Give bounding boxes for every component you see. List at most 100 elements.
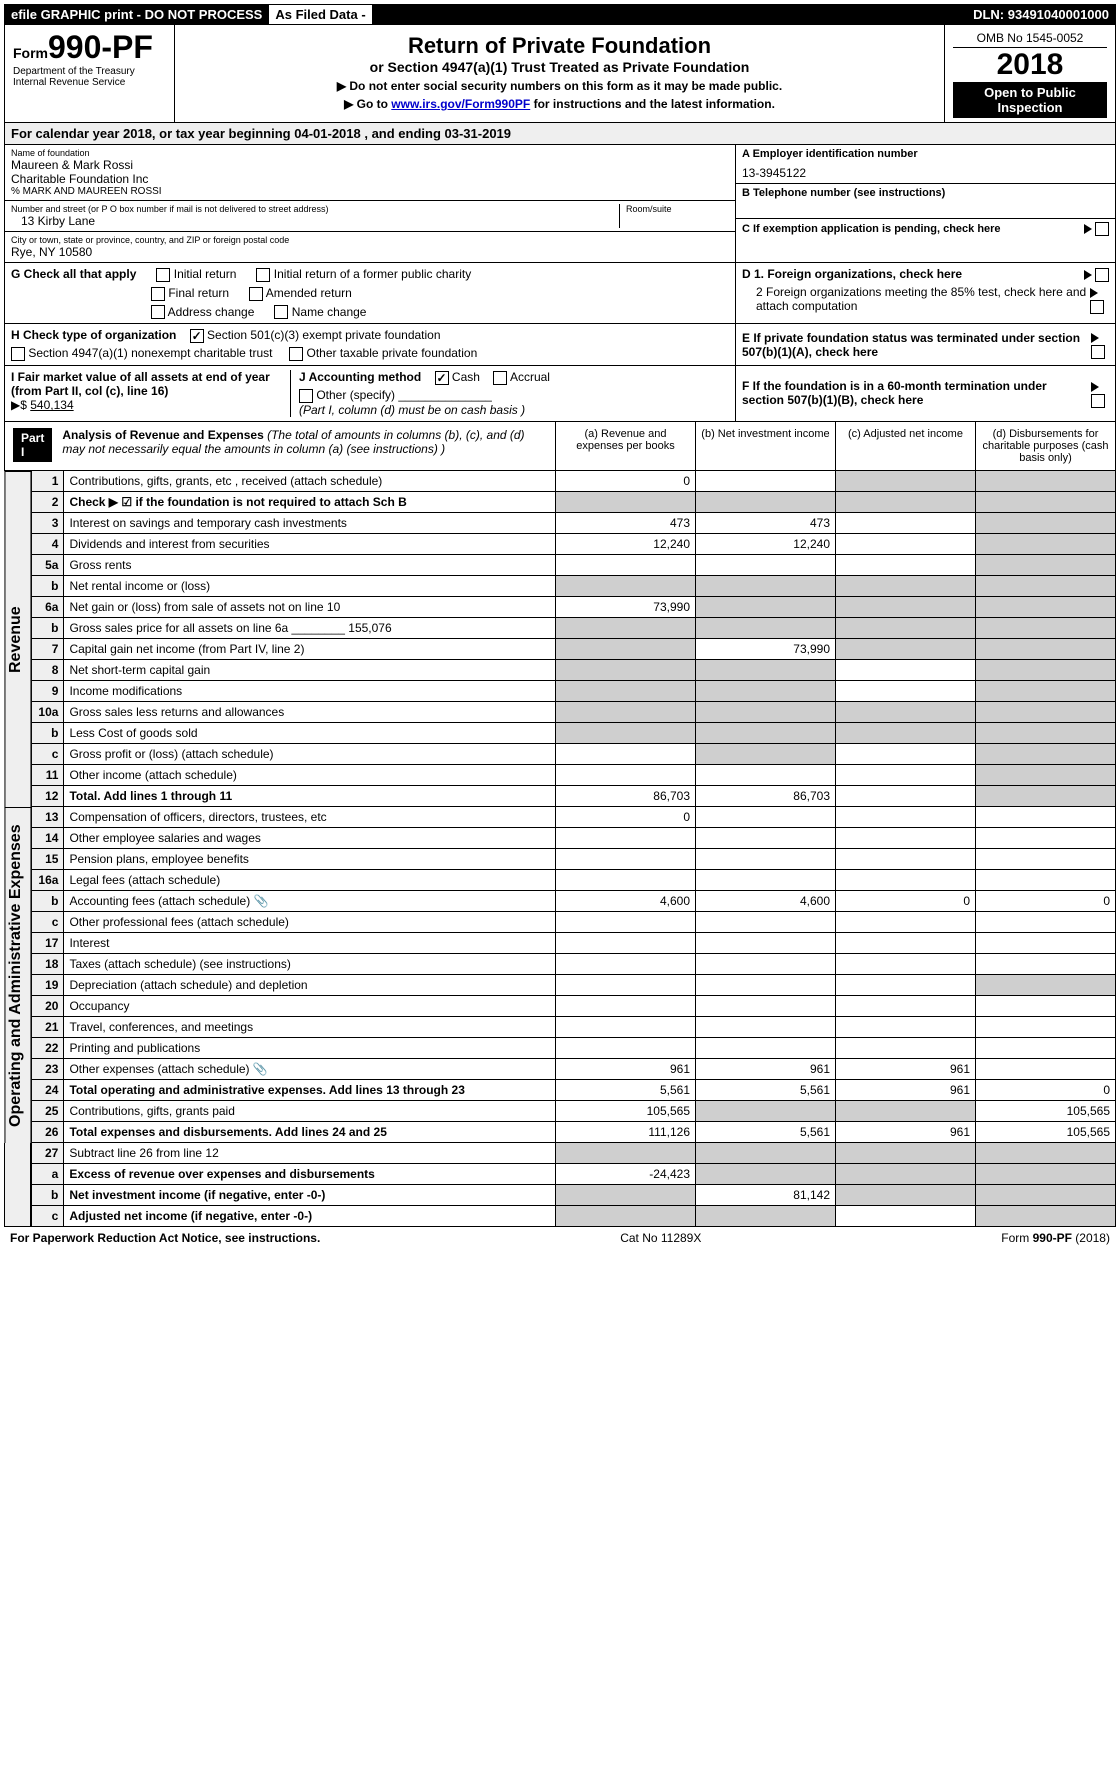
amount-cell [696, 554, 836, 575]
checkbox-e[interactable] [1091, 345, 1105, 359]
table-row: 25Contributions, gifts, grants paid105,5… [32, 1100, 1116, 1121]
checkbox-d1[interactable] [1095, 268, 1109, 282]
line-description: Other expenses (attach schedule) 📎 [64, 1058, 556, 1079]
irs-link[interactable]: www.irs.gov/Form990PF [391, 97, 530, 111]
line-number: 21 [32, 1016, 64, 1037]
amount-cell [556, 701, 696, 722]
line-description: Gross rents [64, 554, 556, 575]
table-row: 6aNet gain or (loss) from sale of assets… [32, 596, 1116, 617]
amount-cell [556, 932, 696, 953]
checkbox-c[interactable] [1095, 222, 1109, 236]
amount-cell [836, 659, 976, 680]
line-description: Gross profit or (loss) (attach schedule) [64, 743, 556, 764]
omb-number: OMB No 1545-0052 [953, 29, 1107, 48]
line-description: Adjusted net income (if negative, enter … [64, 1205, 556, 1226]
section-h-e: H Check type of organization ✓ Section 5… [4, 324, 1116, 366]
line-description: Net rental income or (loss) [64, 575, 556, 596]
amount-cell [696, 1205, 836, 1226]
checkbox-501c3[interactable]: ✓ [190, 329, 204, 343]
line-number: a [32, 1163, 64, 1184]
col-a-hdr: (a) Revenue and expenses per books [555, 422, 695, 470]
amount-cell [976, 1016, 1116, 1037]
table-row: cOther professional fees (attach schedul… [32, 911, 1116, 932]
line-number: 7 [32, 638, 64, 659]
form-top: Form990-PF Department of the Treasury In… [4, 25, 1116, 123]
line-description: Gross sales less returns and allowances [64, 701, 556, 722]
checkbox-f[interactable] [1091, 394, 1105, 408]
dept-irs: Internal Revenue Service [13, 77, 166, 88]
line-description: Compensation of officers, directors, tru… [64, 807, 556, 828]
col-c-hdr: (c) Adjusted net income [835, 422, 975, 470]
form-right: OMB No 1545-0052 2018 Open to Public Ins… [945, 25, 1115, 122]
checkbox-4947[interactable] [11, 347, 25, 361]
amount-cell [696, 1100, 836, 1121]
checkbox-addrchange[interactable] [151, 305, 165, 319]
amount-cell [836, 701, 976, 722]
amount-cell [976, 764, 1116, 785]
amount-cell [836, 722, 976, 743]
amount-cell: 473 [696, 512, 836, 533]
checkbox-final[interactable] [151, 287, 165, 301]
form-number: Form990-PF [13, 29, 166, 66]
line-description: Other income (attach schedule) [64, 764, 556, 785]
checkbox-initial-former[interactable] [256, 268, 270, 282]
table-row: 3Interest on savings and temporary cash … [32, 512, 1116, 533]
amount-cell [556, 743, 696, 764]
amount-cell [836, 596, 976, 617]
arrow-icon [1091, 382, 1099, 392]
arrow-icon [1084, 224, 1092, 234]
amount-cell [556, 1143, 696, 1164]
line-description: Gross sales price for all assets on line… [64, 617, 556, 638]
amount-cell: 5,561 [696, 1079, 836, 1100]
table-row: 8Net short-term capital gain [32, 659, 1116, 680]
line-description: Total expenses and disbursements. Add li… [64, 1121, 556, 1142]
form-warn2: ▶ Go to www.irs.gov/Form990PF for instru… [183, 97, 936, 111]
amount-cell [976, 974, 1116, 995]
id-block: Name of foundation Maureen & Mark Rossi … [4, 145, 1116, 263]
amount-cell [836, 617, 976, 638]
checkbox-accrual[interactable] [493, 371, 507, 385]
table-row: 20Occupancy [32, 995, 1116, 1016]
summary-sidebar [4, 1143, 31, 1227]
amount-cell [556, 827, 696, 848]
amount-cell [976, 932, 1116, 953]
amount-cell [836, 974, 976, 995]
amount-cell [976, 638, 1116, 659]
amount-cell [836, 554, 976, 575]
efile-header-bar: efile GRAPHIC print - DO NOT PROCESS As … [4, 4, 1116, 25]
amount-cell [836, 1163, 976, 1184]
checkbox-cash[interactable]: ✓ [435, 371, 449, 385]
checkbox-d2[interactable] [1090, 300, 1104, 314]
table-row: bNet rental income or (loss) [32, 575, 1116, 596]
amount-cell: 12,240 [696, 533, 836, 554]
amount-cell: -24,423 [556, 1163, 696, 1184]
amount-cell [696, 680, 836, 701]
amount-cell: 0 [976, 890, 1116, 911]
checkbox-namechange[interactable] [274, 305, 288, 319]
amount-cell [696, 617, 836, 638]
hdr-spacer [373, 5, 967, 24]
amount-cell: 105,565 [976, 1121, 1116, 1142]
amount-cell [556, 680, 696, 701]
checkbox-amended[interactable] [249, 287, 263, 301]
table-row: 18Taxes (attach schedule) (see instructi… [32, 953, 1116, 974]
amount-cell: 86,703 [696, 785, 836, 806]
amount-cell [556, 911, 696, 932]
table-row: 1Contributions, gifts, grants, etc , rec… [32, 471, 1116, 492]
line-number: 20 [32, 995, 64, 1016]
checkbox-initial[interactable] [156, 268, 170, 282]
line-number: c [32, 743, 64, 764]
amount-cell [696, 995, 836, 1016]
amount-cell: 4,600 [696, 890, 836, 911]
line-number: 8 [32, 659, 64, 680]
amount-cell [836, 953, 976, 974]
checkbox-other-acct[interactable] [299, 389, 313, 403]
dln-value: 93491040001000 [1008, 7, 1109, 22]
form-left: Form990-PF Department of the Treasury In… [5, 25, 175, 122]
line-description: Other employee salaries and wages [64, 827, 556, 848]
line-description: Income modifications [64, 680, 556, 701]
table-row: 4Dividends and interest from securities1… [32, 533, 1116, 554]
line-number: b [32, 890, 64, 911]
checkbox-other-tax[interactable] [289, 347, 303, 361]
tax-year: 2018 [953, 48, 1107, 82]
